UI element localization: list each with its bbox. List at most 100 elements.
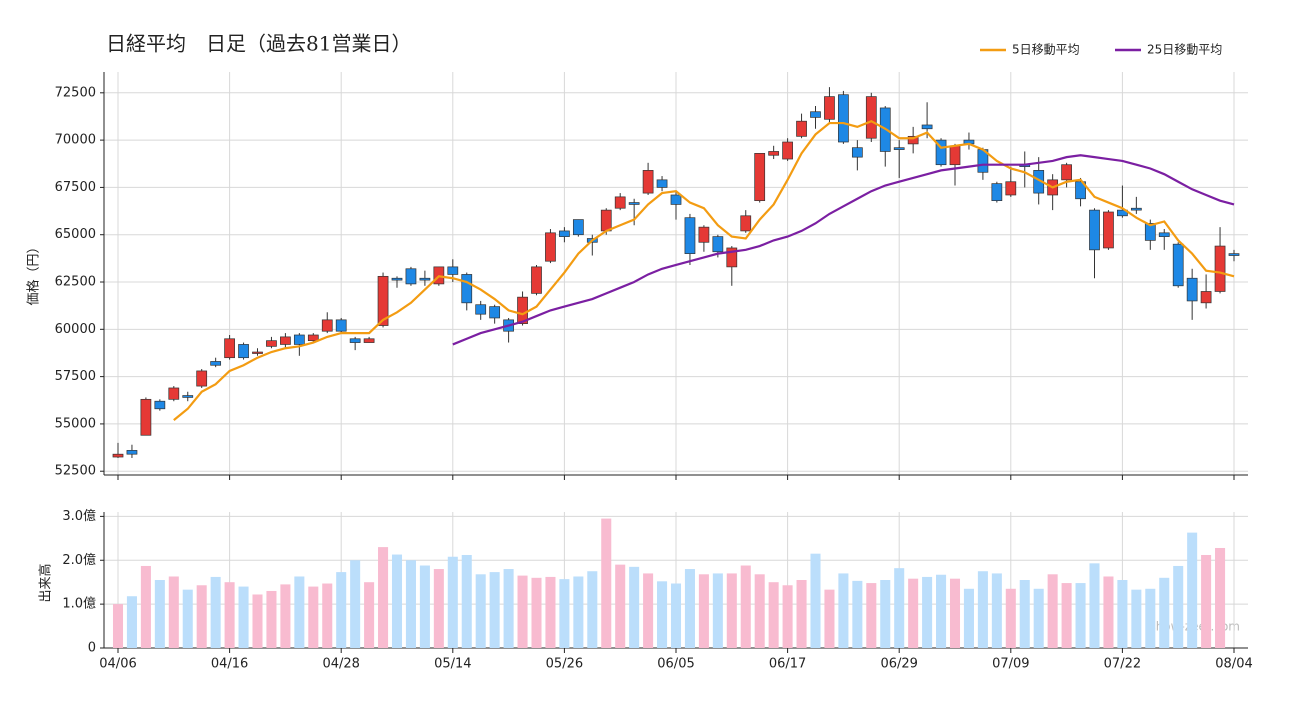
y-tick-label: 70000 bbox=[55, 133, 96, 148]
volume-bar bbox=[880, 580, 891, 648]
candle-body bbox=[405, 268, 417, 285]
candle-body bbox=[545, 232, 556, 262]
volume-bar bbox=[350, 560, 361, 648]
x-tick-label: 05/26 bbox=[546, 657, 583, 672]
y-tick-label: 55000 bbox=[55, 416, 96, 431]
volume-bar bbox=[643, 573, 654, 648]
volume-bar bbox=[991, 573, 1002, 648]
candle-body bbox=[1075, 181, 1086, 200]
legend-label: 25日移動平均 bbox=[1147, 43, 1222, 57]
candle-body bbox=[391, 277, 403, 281]
volume-bar bbox=[294, 576, 305, 648]
candle-body bbox=[126, 450, 138, 455]
volume-bar bbox=[336, 572, 347, 648]
candle-body bbox=[1214, 245, 1226, 292]
candle-body bbox=[572, 219, 584, 236]
volume-bar bbox=[447, 556, 458, 648]
candle-body bbox=[935, 139, 947, 166]
volume-bar bbox=[559, 579, 570, 648]
volume-bar bbox=[977, 571, 988, 648]
volume-bar bbox=[1117, 580, 1128, 648]
volume-bar bbox=[810, 553, 821, 648]
candle-body bbox=[851, 147, 863, 158]
volume-bar bbox=[712, 573, 723, 648]
volume-bar bbox=[684, 569, 695, 648]
y-tick-label: 60000 bbox=[55, 322, 96, 337]
volume-bar bbox=[1089, 563, 1100, 648]
volume-bar bbox=[182, 589, 193, 648]
volume-bar bbox=[852, 580, 863, 648]
candle-body bbox=[921, 124, 933, 130]
volume-bar bbox=[266, 590, 277, 648]
candle-body bbox=[461, 274, 473, 304]
volume-bar bbox=[824, 589, 835, 648]
candle-body bbox=[698, 226, 710, 243]
candle-body bbox=[726, 247, 738, 268]
volume-bar bbox=[1187, 532, 1198, 648]
volume-bar bbox=[503, 569, 514, 648]
candle-body bbox=[224, 338, 235, 359]
candle-body bbox=[600, 209, 612, 232]
volume-bar bbox=[1173, 565, 1184, 648]
ma-line bbox=[452, 154, 1235, 346]
candle-body bbox=[656, 179, 668, 188]
volume-bar bbox=[1159, 577, 1170, 648]
y-tick-label: 1.0億 bbox=[62, 596, 96, 612]
volume-bar bbox=[740, 565, 751, 648]
candle-body bbox=[1130, 207, 1142, 211]
candle-body bbox=[1172, 243, 1184, 287]
candle-body bbox=[140, 398, 152, 436]
candle-body bbox=[377, 275, 389, 326]
volume-bar bbox=[782, 585, 793, 648]
y-tick-label: 57500 bbox=[55, 369, 96, 384]
candle-body bbox=[349, 338, 361, 343]
volume-bar bbox=[657, 581, 668, 648]
volume-bar bbox=[196, 585, 207, 648]
candle-body bbox=[559, 230, 570, 237]
y-tick-label: 2.0億 bbox=[62, 552, 96, 568]
candle-body bbox=[363, 338, 375, 343]
candle-body bbox=[1158, 232, 1170, 237]
volume-bar bbox=[1145, 588, 1156, 648]
y-axis-label: 出来高 bbox=[38, 563, 54, 602]
volume-bar bbox=[378, 547, 389, 648]
x-tick-label: 05/14 bbox=[434, 657, 471, 672]
candle-body bbox=[893, 147, 905, 150]
candle-body bbox=[991, 183, 1003, 202]
x-tick-label: 08/04 bbox=[1215, 657, 1252, 672]
candle-body bbox=[1144, 223, 1156, 241]
volume-bar bbox=[726, 573, 737, 648]
y-tick-label: 65000 bbox=[55, 227, 96, 242]
y-axis-label: 価格（円） bbox=[26, 240, 42, 305]
candle-body bbox=[1061, 164, 1072, 181]
candle-body bbox=[768, 151, 780, 156]
x-tick-label: 07/09 bbox=[992, 657, 1029, 672]
y-tick-label: 72500 bbox=[55, 85, 96, 100]
volume-bar bbox=[252, 594, 263, 648]
volume-bar bbox=[1033, 588, 1044, 648]
volume-bar bbox=[936, 574, 947, 648]
candle-body bbox=[475, 304, 487, 315]
volume-bar bbox=[838, 573, 849, 648]
x-tick-label: 04/06 bbox=[99, 657, 136, 672]
volume-bar bbox=[1201, 554, 1212, 648]
candle-body bbox=[447, 266, 459, 275]
volume-bar bbox=[1005, 588, 1016, 648]
legend-label: 5日移動平均 bbox=[1012, 43, 1080, 57]
volume-bar bbox=[796, 580, 807, 648]
candle-body bbox=[754, 153, 766, 202]
volume-bar bbox=[922, 576, 933, 648]
candle-body bbox=[614, 196, 626, 209]
candle-body bbox=[1089, 209, 1100, 251]
x-tick-label: 07/22 bbox=[1104, 657, 1141, 672]
y-tick-label: 52500 bbox=[55, 464, 96, 479]
y-tick-label: 0 bbox=[88, 641, 96, 656]
candle-body bbox=[238, 344, 249, 359]
candle-body bbox=[266, 340, 277, 347]
candle-body bbox=[949, 145, 961, 166]
volume-bar bbox=[210, 576, 221, 648]
volume-bar bbox=[629, 566, 640, 648]
candle-body bbox=[684, 217, 696, 254]
volume-bar bbox=[224, 582, 235, 648]
